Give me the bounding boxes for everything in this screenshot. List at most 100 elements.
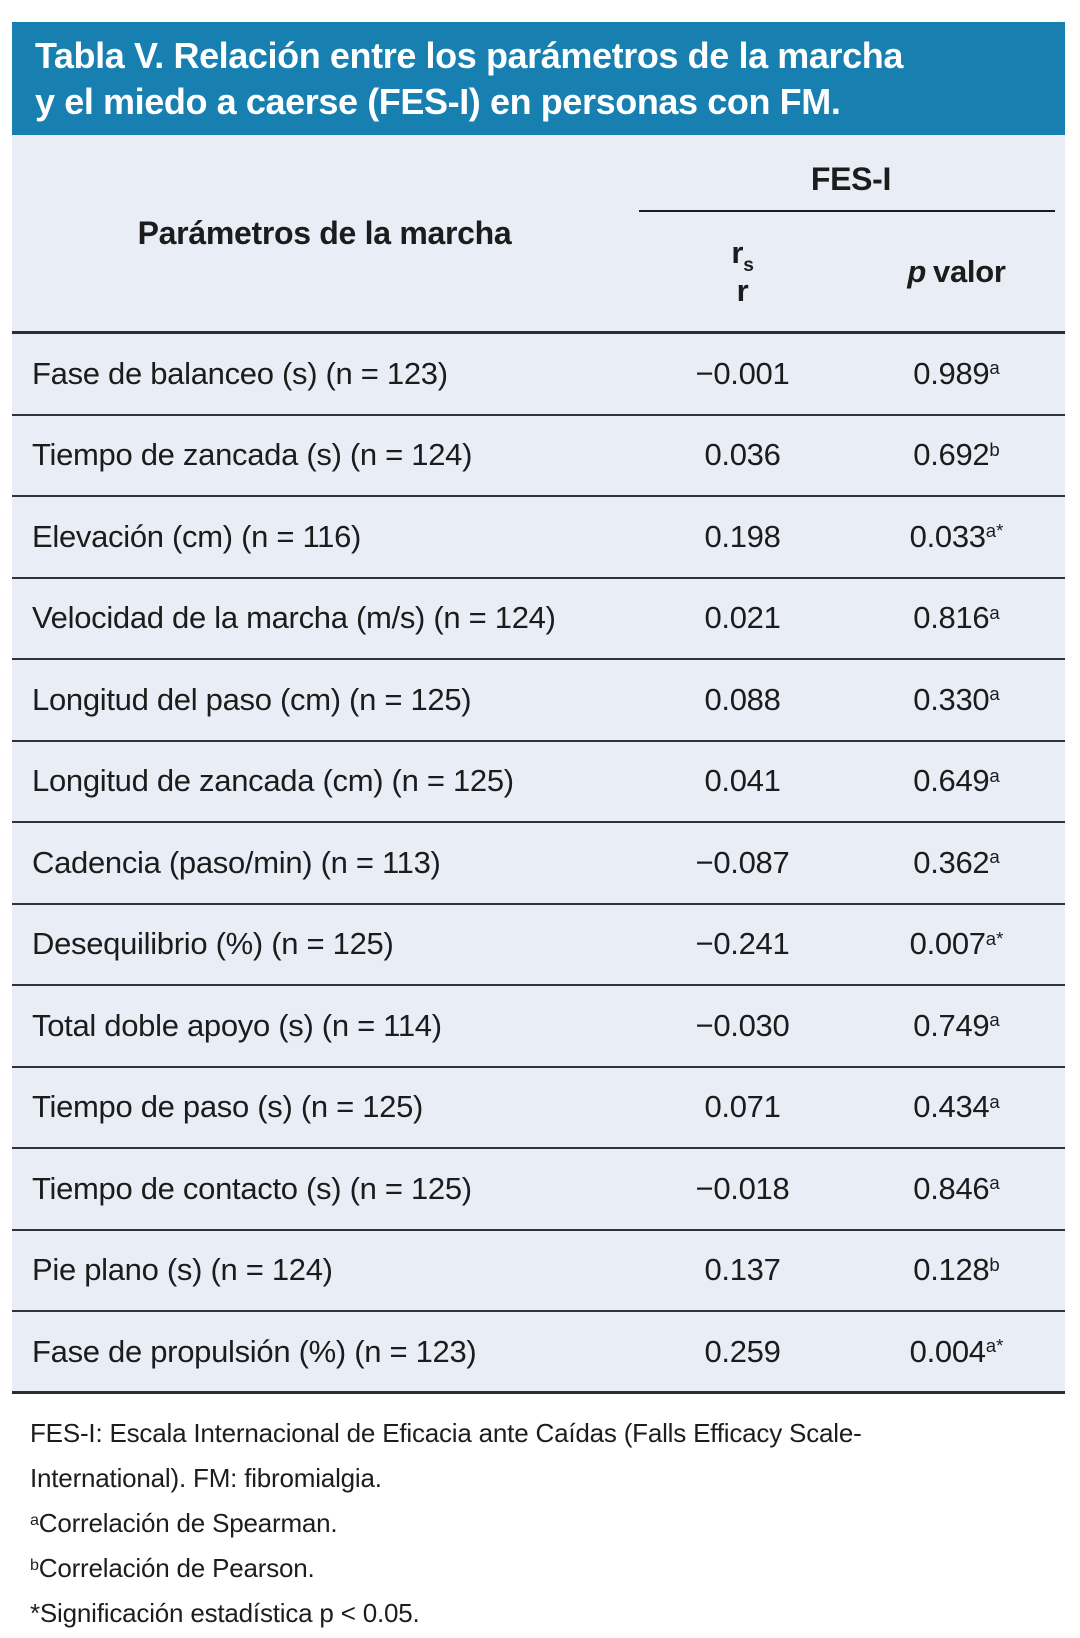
fes-i-column-group: FES-I rs r p valor [637, 135, 1065, 331]
p-value: 0.004 [909, 1333, 986, 1369]
p-value-cell: 0.989a [848, 356, 1065, 392]
table-row: Desequilibrio (%) (n = 125) −0.241 0.007… [12, 905, 1065, 986]
p-value: 0.692 [913, 437, 990, 473]
p-superscript: b [989, 1253, 1000, 1275]
p-superscript: b [989, 438, 1000, 460]
r-value-cell: 0.198 [704, 518, 781, 554]
column-header-parameters: Parámetros de la marcha [137, 214, 512, 251]
column-header-rs: rs r [637, 236, 848, 307]
r-value-cell: −0.001 [695, 355, 790, 391]
r-value-cell: −0.030 [695, 1007, 790, 1043]
p-value: 0.007 [909, 926, 986, 962]
table-row: Tiempo de zancada (s) (n = 124) 0.036 0.… [12, 416, 1065, 497]
rs-subscript: s [743, 255, 754, 277]
r-value-cell: −0.087 [695, 844, 790, 880]
r-value-cell: 0.041 [704, 763, 781, 799]
p-value: 0.846 [913, 1170, 990, 1206]
r-value-cell: 0.071 [704, 1089, 781, 1125]
param-cell: Longitud de zancada (cm) (n = 125) [32, 763, 514, 799]
footnote-text: FES-I: Escala Internacional de Eficacia … [30, 1418, 862, 1448]
p-value: 0.362 [913, 844, 990, 880]
param-cell: Tiempo de zancada (s) (n = 124) [32, 437, 473, 473]
p-value: 0.434 [913, 1089, 990, 1125]
r-symbol: r [736, 273, 749, 308]
table-title-bar: Tabla V. Relación entre los parámetros d… [12, 22, 1065, 135]
p-value: 0.033 [909, 518, 986, 554]
p-symbol: p [907, 253, 927, 289]
table-row: Fase de propulsión (%) (n = 123) 0.259 0… [12, 1312, 1065, 1394]
footnotes: FES-I: Escala Internacional de Eficacia … [30, 1413, 1050, 1638]
p-value-cell: 0.004a* [848, 1334, 1065, 1370]
p-value-cell: 0.816a [848, 600, 1065, 636]
table-row: Cadencia (paso/min) (n = 113) −0.087 0.3… [12, 823, 1065, 905]
p-superscript: a [989, 357, 1000, 379]
p-superscript: a [989, 764, 1000, 786]
table-header: Parámetros de la marcha FES-I rs r p valor [12, 135, 1065, 334]
p-value: 0.330 [913, 681, 990, 717]
p-value-cell: 0.128b [848, 1252, 1065, 1288]
p-value-cell: 0.434a [848, 1089, 1065, 1125]
table-row: Total doble apoyo (s) (n = 114) −0.030 0… [12, 986, 1065, 1068]
table-row: Tiempo de contacto (s) (n = 125) −0.018 … [12, 1149, 1065, 1231]
param-cell: Tiempo de paso (s) (n = 125) [32, 1089, 424, 1125]
group-header-fes-i: FES-I [810, 161, 892, 197]
footnote-line: bCorrelación de Pearson. [30, 1548, 1050, 1593]
footnote-text: Correlación de Pearson. [38, 1553, 315, 1583]
table-row: Velocidad de la marcha (m/s) (n = 124) 0… [12, 579, 1065, 660]
p-value-cell: 0.007a* [848, 926, 1065, 962]
param-cell: Cadencia (paso/min) (n = 113) [32, 844, 441, 880]
p-superscript: a [989, 1090, 1000, 1112]
footnote-superscript: a [30, 1510, 39, 1529]
table-row: Longitud del paso (cm) (n = 125) 0.088 0… [12, 660, 1065, 742]
param-cell: Pie plano (s) (n = 124) [32, 1252, 333, 1288]
p-value: 0.816 [913, 600, 990, 636]
footnote-superscript: b [30, 1555, 39, 1574]
p-valor-label: valor [933, 253, 1006, 289]
r-value-cell: 0.021 [704, 600, 781, 636]
r-value-cell: −0.018 [695, 1170, 790, 1206]
p-superscript: a* [985, 927, 1004, 949]
param-cell: Total doble apoyo (s) (n = 114) [32, 1007, 442, 1043]
p-value-cell: 0.362a [848, 845, 1065, 881]
footnote-text: Correlación de Spearman. [38, 1508, 338, 1538]
r-value-cell: 0.036 [704, 437, 781, 473]
table-row: Pie plano (s) (n = 124) 0.137 0.128b [12, 1231, 1065, 1312]
group-header-underline [639, 210, 1055, 212]
table-row: Fase de balanceo (s) (n = 123) −0.001 0.… [12, 334, 1065, 416]
footnote-text: *Significación estadística p < 0.05. [30, 1598, 420, 1628]
footnote-line: FES-I: Escala Internacional de Eficacia … [30, 1413, 1050, 1458]
table-title-line1: Tabla V. Relación entre los parámetros d… [35, 34, 903, 76]
param-cell: Desequilibrio (%) (n = 125) [32, 926, 394, 962]
p-value-cell: 0.330a [848, 682, 1065, 718]
p-superscript: a [989, 601, 1000, 623]
p-superscript: a [989, 683, 1000, 705]
p-value: 0.749 [913, 1007, 990, 1043]
p-value-cell: 0.692b [848, 437, 1065, 473]
p-value-cell: 0.649a [848, 763, 1065, 799]
table-row: Longitud de zancada (cm) (n = 125) 0.041… [12, 742, 1065, 823]
r-value-cell: 0.088 [704, 681, 781, 717]
r-value-cell: −0.241 [695, 926, 790, 962]
p-value: 0.128 [913, 1252, 990, 1288]
r-value-cell: 0.137 [704, 1252, 781, 1288]
p-superscript: a [989, 1009, 1000, 1031]
p-value-cell: 0.033a* [848, 519, 1065, 555]
footnote-text: International). FM: fibromialgia. [30, 1463, 382, 1493]
data-table: Parámetros de la marcha FES-I rs r p valor… [12, 135, 1065, 1394]
r-value-cell: 0.259 [704, 1333, 781, 1369]
footnote-line: *Significación estadística p < 0.05. [30, 1593, 1050, 1638]
stat-subheaders: rs r p valor [637, 212, 1065, 331]
footnote-line: International). FM: fibromialgia. [30, 1458, 1050, 1503]
table-row: Tiempo de paso (s) (n = 125) 0.071 0.434… [12, 1068, 1065, 1149]
p-value-cell: 0.749a [848, 1008, 1065, 1044]
param-cell: Longitud del paso (cm) (n = 125) [32, 681, 472, 717]
table-row: Elevación (cm) (n = 116) 0.198 0.033a* [12, 497, 1065, 579]
table-title-line2: y el miedo a caerse (FES-I) en personas … [35, 80, 841, 122]
param-cell: Tiempo de contacto (s) (n = 125) [32, 1170, 472, 1206]
param-cell: Fase de balanceo (s) (n = 123) [32, 355, 448, 391]
p-value: 0.649 [913, 763, 990, 799]
p-superscript: a* [985, 1334, 1004, 1356]
param-cell: Velocidad de la marcha (m/s) (n = 124) [32, 600, 556, 636]
param-cell: Fase de propulsión (%) (n = 123) [32, 1333, 477, 1369]
